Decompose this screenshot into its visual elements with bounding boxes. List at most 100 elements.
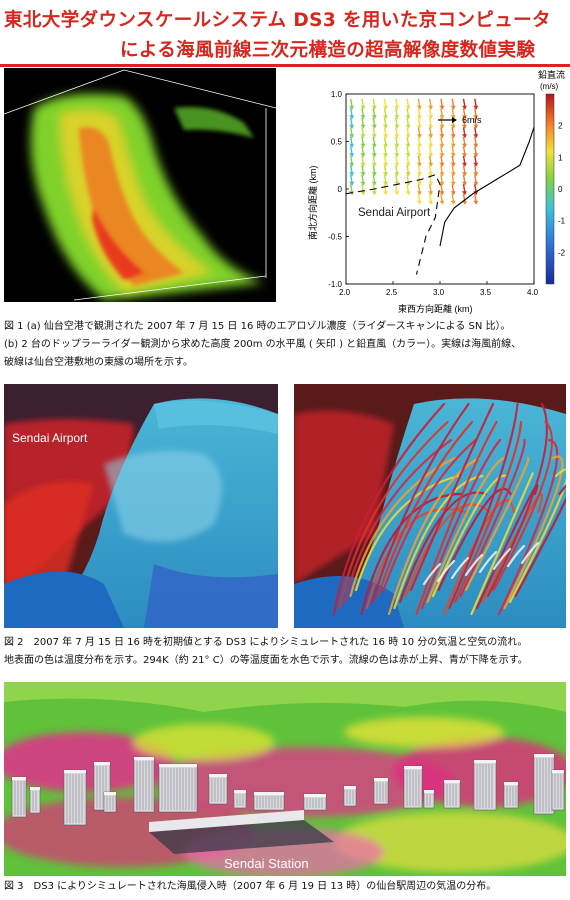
wind-arrow-head bbox=[394, 124, 400, 129]
streamline bbox=[426, 456, 505, 604]
wind-arrow-head bbox=[405, 191, 411, 196]
colorbar-tick-label: 2 bbox=[558, 122, 563, 131]
building-roof bbox=[552, 770, 564, 773]
title-line-2: による海風前線三次元構造の超高解像度数値実験 bbox=[120, 40, 536, 61]
building-roof bbox=[64, 770, 86, 773]
wind-arrow-head bbox=[416, 191, 422, 196]
fig2-caption-line-1: 図 2 2007 年 7 月 15 日 16 時を初期値とする DS3 によりシ… bbox=[4, 637, 528, 648]
wind-arrow-head bbox=[383, 172, 388, 177]
airport-annotation: Sendai Airport bbox=[358, 207, 431, 219]
building-roof bbox=[474, 760, 496, 763]
wind-arrow-head bbox=[405, 124, 411, 129]
wind-arrow-head bbox=[360, 134, 366, 139]
wind-arrow-head bbox=[360, 143, 366, 148]
streamline bbox=[520, 541, 540, 565]
streamline bbox=[492, 547, 512, 571]
streamline bbox=[497, 438, 559, 616]
wind-arrow-head bbox=[394, 115, 400, 120]
wind-arrow-head bbox=[405, 172, 411, 177]
streamline bbox=[514, 484, 566, 598]
building bbox=[63, 769, 87, 826]
station-roof bbox=[149, 810, 304, 832]
wind-arrow-head bbox=[349, 115, 354, 120]
colorbar-tick-label: -2 bbox=[558, 248, 566, 257]
wind-arrow-head bbox=[473, 143, 479, 148]
building-roof bbox=[254, 792, 284, 795]
fig1b-wind-plot: 2.0 2.5 3.0 3.5 4.0 1.0 0.5 0 -0.5 -1.0 東西方向距離 (… bbox=[300, 68, 570, 318]
fig2-streamline-image bbox=[294, 384, 566, 628]
streamline bbox=[503, 455, 564, 610]
wind-arrow-head bbox=[394, 134, 400, 139]
wind-arrow-head bbox=[416, 124, 422, 129]
wind-arrow-head bbox=[428, 172, 433, 177]
streamline bbox=[371, 402, 470, 604]
streamline bbox=[422, 562, 442, 586]
streamline bbox=[506, 544, 526, 568]
streamline bbox=[475, 483, 539, 610]
wind-arrow-head bbox=[428, 162, 433, 167]
wind-arrow-head bbox=[439, 162, 445, 167]
wind-arrow-head bbox=[405, 134, 411, 139]
x-tick-label: 3.0 bbox=[433, 288, 445, 297]
x-tick-label: 2.0 bbox=[339, 288, 351, 297]
streamline bbox=[448, 402, 519, 610]
building-roof bbox=[444, 780, 460, 783]
wind-arrow-head bbox=[428, 200, 433, 205]
wind-arrow-head bbox=[349, 181, 354, 186]
wind-arrow-head bbox=[439, 181, 445, 186]
wind-arrow-head bbox=[360, 153, 366, 158]
y-tick-label: 1.0 bbox=[331, 90, 343, 99]
fig1-caption-line-3: 破線は仙台空港敷地の東縁の場所を示す。 bbox=[4, 357, 193, 368]
streamline bbox=[354, 474, 460, 592]
wind-arrow-head bbox=[405, 115, 411, 120]
wind-arrow-head bbox=[428, 124, 433, 129]
colorbar-tick-label: -1 bbox=[558, 217, 566, 226]
fig2-airport-label: Sendai Airport bbox=[12, 431, 88, 445]
wind-arrow-head bbox=[450, 162, 456, 167]
wind-arrow-head bbox=[394, 162, 400, 167]
wind-arrow-head bbox=[349, 153, 354, 158]
streamline bbox=[478, 550, 498, 574]
wind-arrow-head bbox=[416, 172, 422, 177]
wind-arrow-head bbox=[394, 105, 400, 110]
streamline bbox=[450, 556, 470, 580]
building-roof bbox=[30, 787, 40, 790]
building-roof bbox=[159, 764, 197, 767]
wind-arrow-head bbox=[349, 143, 354, 148]
wind-arrow-head bbox=[450, 143, 456, 148]
streamline bbox=[409, 402, 495, 592]
wind-arrow-head bbox=[462, 134, 467, 139]
streamline bbox=[464, 456, 530, 592]
streamline bbox=[415, 420, 498, 616]
wind-arrow-head bbox=[405, 143, 411, 148]
colorbar-tick-label: 0 bbox=[558, 185, 563, 194]
wind-arrow-head bbox=[473, 115, 479, 120]
wind-arrow-head bbox=[394, 181, 400, 186]
wind-arrow-head bbox=[416, 162, 422, 167]
building-roof bbox=[504, 782, 518, 785]
building-roof bbox=[374, 778, 388, 781]
fig3-caption-line-1: 図 3 DS3 によりシミュレートされた海風侵入時（2007 年 6 月 19 … bbox=[4, 881, 497, 892]
wind-arrow-head bbox=[450, 191, 456, 196]
wind-arrow-head bbox=[462, 105, 467, 110]
wind-arrow-head bbox=[450, 200, 456, 205]
wind-arrow-head bbox=[473, 105, 479, 110]
building-roof bbox=[424, 790, 434, 793]
y-tick-label: 0.5 bbox=[331, 138, 343, 147]
wind-arrow-head bbox=[428, 105, 433, 110]
wind-arrow-head bbox=[473, 200, 479, 205]
wind-arrow-head bbox=[349, 134, 354, 139]
wind-arrow-head bbox=[360, 124, 366, 129]
wind-arrow-head bbox=[349, 124, 354, 129]
streamline bbox=[376, 420, 474, 598]
wind-arrow-head bbox=[360, 191, 366, 196]
wind-arrow-head bbox=[473, 153, 479, 158]
wind-arrow-head bbox=[473, 124, 479, 129]
streamline bbox=[431, 474, 509, 598]
streamline bbox=[393, 474, 484, 610]
wind-arrow-head bbox=[428, 191, 433, 196]
wind-arrow-head bbox=[450, 105, 456, 110]
fig3-station-label: Sendai Station bbox=[224, 856, 309, 871]
wind-arrow-head bbox=[360, 162, 366, 167]
building-roof bbox=[344, 786, 356, 789]
